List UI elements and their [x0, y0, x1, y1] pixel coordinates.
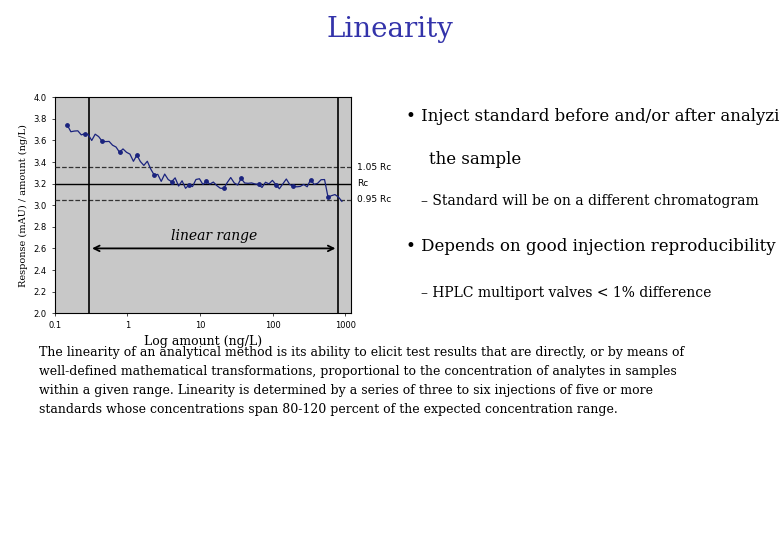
- Point: [200, 177, 213, 186]
- Point: [235, 174, 247, 183]
- Point: [165, 177, 178, 186]
- Text: 1.05 Rc: 1.05 Rc: [357, 163, 392, 172]
- Text: the sample: the sample: [429, 151, 521, 168]
- Point: [252, 180, 264, 189]
- Text: – Standard will be on a different chromatogram: – Standard will be on a different chroma…: [421, 194, 759, 208]
- Text: linear range: linear range: [171, 229, 257, 243]
- Point: [131, 151, 144, 159]
- Point: [270, 180, 282, 189]
- Point: [287, 181, 300, 190]
- Point: [148, 171, 161, 179]
- Text: – HPLC multiport valves < 1% difference: – HPLC multiport valves < 1% difference: [421, 286, 711, 300]
- Point: [113, 148, 126, 157]
- Text: • Inject standard before and/or after analyzing: • Inject standard before and/or after an…: [406, 108, 780, 125]
- Text: The linearity of an analytical method is its ability to elicit test results that: The linearity of an analytical method is…: [39, 346, 684, 416]
- Text: • Depends on good injection reproducibility: • Depends on good injection reproducibil…: [406, 238, 775, 254]
- Point: [183, 180, 195, 189]
- Text: 0.95 Rc: 0.95 Rc: [357, 195, 392, 204]
- Point: [218, 184, 230, 193]
- Point: [96, 137, 108, 146]
- Point: [322, 193, 335, 201]
- Text: Linearity: Linearity: [327, 16, 453, 43]
- Point: [61, 121, 73, 130]
- Y-axis label: Response (mAU) / amount (ng/L): Response (mAU) / amount (ng/L): [19, 124, 28, 287]
- Point: [304, 176, 317, 184]
- Text: Rc: Rc: [357, 179, 368, 188]
- X-axis label: Log amount (ng/L): Log amount (ng/L): [144, 335, 262, 348]
- Point: [79, 130, 91, 138]
